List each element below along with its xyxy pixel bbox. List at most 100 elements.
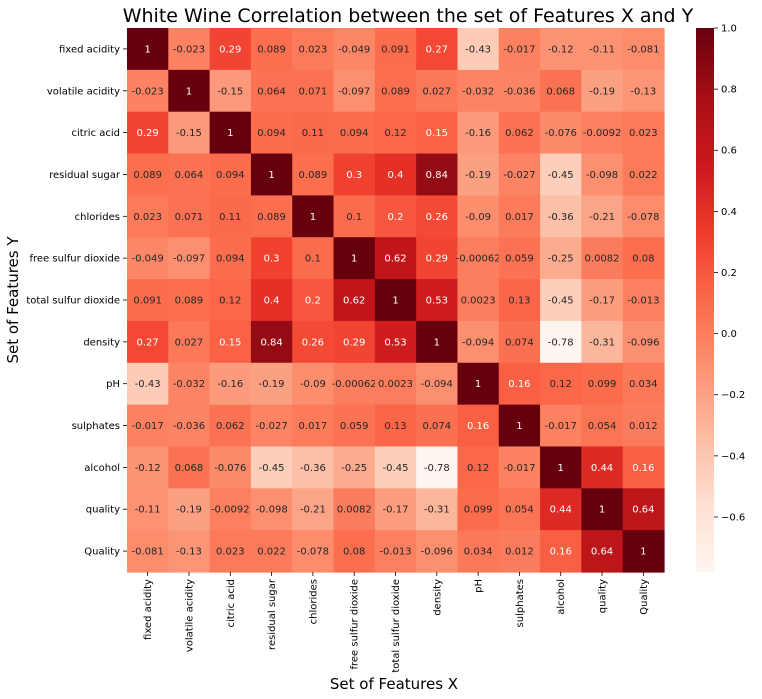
cell-value-label: 0.062	[216, 421, 245, 432]
cell-value-label: 0.089	[175, 296, 204, 307]
colorbar-tick-label: 0.2	[721, 268, 737, 279]
cell-value-label: -0.078	[297, 547, 329, 558]
cell-value-label: 0.054	[588, 421, 617, 432]
heatmap-cell	[581, 362, 624, 406]
heatmap-cell	[416, 404, 459, 448]
cell-value-label: 0.094	[340, 128, 369, 139]
heatmap-cell	[622, 69, 665, 113]
y-tick-label: chlorides	[75, 212, 120, 223]
cell-value-label: 0.064	[175, 170, 204, 181]
heatmap-cell	[168, 69, 211, 113]
heatmap-cell	[168, 446, 211, 489]
cell-value-label: 0.16	[550, 547, 572, 558]
cell-value-label: 0.12	[384, 128, 406, 139]
colorbar-tick-label: 0.4	[721, 207, 737, 218]
heatmap-cell	[333, 28, 376, 71]
heatmap-cell	[416, 195, 459, 238]
heatmap-cell	[209, 279, 252, 322]
cell-value-label: -0.049	[132, 254, 164, 265]
heatmap-cell	[540, 111, 582, 155]
x-tick-label: volatile acidity	[184, 579, 195, 652]
x-tick-label: fixed acidity	[143, 579, 154, 640]
heatmap-cell	[250, 28, 293, 71]
heatmap-cell	[292, 195, 335, 238]
heatmap-cell	[457, 320, 500, 364]
heatmap-cell	[540, 195, 582, 238]
heatmap-cell	[581, 320, 624, 364]
colorbar-tick-label: 0.8	[721, 85, 737, 96]
cell-value-label: 0.15	[426, 128, 448, 139]
cell-value-label: -0.049	[338, 44, 370, 55]
cell-value-label: 1	[144, 44, 150, 55]
cell-value-label: -0.16	[465, 128, 491, 139]
heatmap-cell	[168, 279, 211, 322]
heatmap-cell	[622, 320, 665, 364]
heatmap-cell	[540, 404, 582, 448]
heatmap-cell	[622, 28, 665, 71]
y-tick-label: total sulfur dioxide	[26, 296, 120, 307]
cell-value-label: 1	[434, 337, 440, 348]
heatmap-cell	[333, 69, 376, 113]
cell-value-label: 1	[310, 212, 316, 223]
heatmap-cell	[250, 362, 293, 406]
cell-value-label: -0.15	[176, 128, 202, 139]
y-tick-label: fixed acidity	[59, 44, 120, 55]
heatmap-cell	[540, 446, 582, 489]
cell-value-label: 0.012	[629, 421, 658, 432]
cell-value-label: -0.21	[589, 212, 615, 223]
cell-value-label: 0.068	[175, 463, 204, 474]
cell-value-label: 0.068	[546, 86, 575, 97]
x-tick-labels: fixed acidity volatile acidity citric acid…	[143, 572, 650, 673]
cell-value-label: 0.13	[384, 421, 406, 432]
cell-value-label: 0.08	[632, 254, 654, 265]
cell-value-label: 0.12	[550, 379, 572, 390]
heatmap-cell	[168, 530, 211, 573]
heatmap-cell	[209, 195, 252, 238]
cell-value-label: -0.25	[341, 463, 367, 474]
heatmap-cell	[250, 446, 293, 489]
cell-value-label: 0.3	[264, 254, 280, 265]
heatmap-cell	[581, 195, 624, 238]
heatmap-cell	[209, 446, 252, 489]
heatmap-cell	[622, 111, 665, 155]
heatmap-cell	[127, 69, 169, 113]
heatmap-cell	[498, 320, 541, 364]
cell-value-label: 0.022	[629, 170, 658, 181]
y-tick-label: Quality	[84, 547, 120, 558]
heatmap-cell	[292, 28, 335, 71]
cell-value-label: 0.16	[508, 379, 530, 390]
heatmap-cell	[581, 237, 624, 280]
x-tick-label: Quality	[639, 579, 650, 615]
x-tick-label: sulphates	[515, 579, 526, 627]
cell-value-label: -0.098	[586, 170, 618, 181]
cell-value-label: -0.31	[589, 337, 615, 348]
cell-value-label: 0.074	[505, 337, 534, 348]
cell-value-label: -0.013	[379, 547, 411, 558]
cell-value-label: -0.78	[424, 463, 450, 474]
cell-value-label: -0.023	[132, 86, 164, 97]
x-axis-label: Set of Features X	[330, 675, 458, 693]
heatmap-cell	[581, 488, 624, 531]
heatmap-cell	[127, 446, 169, 489]
heatmap-cell	[416, 153, 459, 196]
heatmap-cell	[374, 195, 417, 238]
heatmap-cell	[127, 530, 169, 573]
heatmap-cell	[622, 153, 665, 196]
cell-value-label: 1	[268, 170, 274, 181]
heatmap-cell	[168, 404, 211, 448]
cell-value-label: 0.099	[588, 379, 617, 390]
x-tick-label: pH	[474, 579, 485, 593]
cell-value-label: -0.19	[465, 170, 491, 181]
cell-value-label: 0.089	[299, 170, 328, 181]
heatmap-cell	[292, 320, 335, 364]
cell-value-label: 0.27	[426, 44, 448, 55]
x-tick-label: quality	[598, 579, 609, 613]
y-tick-label: citric acid	[71, 128, 120, 139]
cell-value-label: 0.094	[216, 170, 245, 181]
y-tick-label: density	[83, 337, 120, 348]
heatmap-cell	[168, 195, 211, 238]
cell-value-label: 0.08	[343, 547, 365, 558]
cell-value-label: 0.022	[257, 547, 286, 558]
heatmap-cell	[498, 488, 541, 531]
heatmap-cell	[333, 237, 376, 280]
